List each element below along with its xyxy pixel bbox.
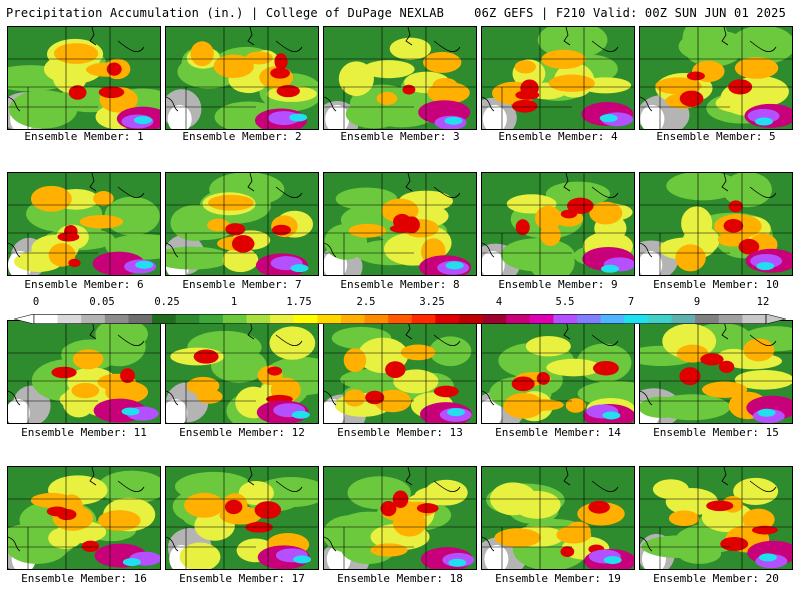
colorbar-tick-label: 0.05: [89, 296, 115, 308]
ensemble-member-label: Ensemble Member: 1: [24, 130, 144, 143]
colorbar-swatch: [57, 314, 82, 324]
ensemble-member-map: [165, 26, 319, 130]
colorbar-tick-label: 9: [693, 296, 701, 308]
colorbar-swatch: [435, 314, 460, 324]
colorbar-swatch: [246, 314, 271, 324]
colorbar-tick-label: 2.5: [356, 296, 376, 308]
ensemble-member-label: Ensemble Member: 5: [656, 130, 776, 143]
ensemble-member-map: [481, 320, 635, 424]
ensemble-member-map: [639, 466, 793, 570]
ensemble-member-map: [165, 172, 319, 276]
colorbar-tick-label: 3.25: [419, 296, 445, 308]
ensemble-member-label: Ensemble Member: 20: [653, 572, 779, 585]
ensemble-member-label: Ensemble Member: 2: [182, 130, 302, 143]
ensemble-member-map: [639, 26, 793, 130]
colorbar-swatch: [293, 314, 318, 324]
model-run-info: 06Z GEFS | F210 Valid: 00Z SUN JUN 01 20…: [474, 6, 786, 20]
ensemble-member-label: Ensemble Member: 16: [21, 572, 147, 585]
ensemble-member-map: [481, 172, 635, 276]
ensemble-member-label: Ensemble Member: 15: [653, 426, 779, 439]
colorbar-tick-label: 4: [495, 296, 503, 308]
colorbar-swatch: [671, 314, 696, 324]
ensemble-member-label: Ensemble Member: 13: [337, 426, 463, 439]
ensemble-member-label: Ensemble Member: 3: [340, 130, 460, 143]
colorbar-tick-label: 1.75: [286, 296, 312, 308]
colorbar-swatch: [175, 314, 200, 324]
ensemble-member-map: [7, 26, 161, 130]
colorbar-swatch: [718, 314, 743, 324]
ensemble-member-map: [323, 466, 477, 570]
colorbar-swatch: [742, 314, 767, 324]
colorbar-swatch: [695, 314, 720, 324]
ensemble-member-map: [481, 26, 635, 130]
colorbar-swatch: [104, 314, 129, 324]
colorbar-tick-label: 12: [756, 296, 770, 308]
colorbar-swatch: [411, 314, 436, 324]
ensemble-member-label: Ensemble Member: 9: [498, 278, 618, 291]
colorbar-tick-label: 5.5: [555, 296, 575, 308]
colorbar-swatch: [81, 314, 106, 324]
ensemble-member-map: [165, 320, 319, 424]
colorbar-swatch: [222, 314, 247, 324]
colorbar-swatch: [340, 314, 365, 324]
ensemble-member-label: Ensemble Member: 6: [24, 278, 144, 291]
colorbar-swatch: [506, 314, 531, 324]
ensemble-member-label: Ensemble Member: 11: [21, 426, 147, 439]
ensemble-member-label: Ensemble Member: 12: [179, 426, 305, 439]
ensemble-member-label: Ensemble Member: 10: [653, 278, 779, 291]
colorbar-swatch: [577, 314, 602, 324]
ensemble-member-label: Ensemble Member: 7: [182, 278, 302, 291]
ensemble-member-map: [165, 466, 319, 570]
precipitation-colorbar: [13, 309, 787, 325]
colorbar-swatch: [128, 314, 153, 324]
ensemble-member-map: [7, 466, 161, 570]
colorbar-swatch: [529, 314, 554, 324]
colorbar-swatch: [647, 314, 672, 324]
colorbar-swatch: [152, 314, 176, 324]
ensemble-member-label: Ensemble Member: 8: [340, 278, 460, 291]
colorbar-swatch: [482, 314, 507, 324]
ensemble-member-map: [323, 26, 477, 130]
ensemble-member-map: [323, 172, 477, 276]
ensemble-member-label: Ensemble Member: 18: [337, 572, 463, 585]
ensemble-member-label: Ensemble Member: 17: [179, 572, 305, 585]
ensemble-member-map: [639, 172, 793, 276]
colorbar-swatch: [199, 314, 224, 324]
ensemble-member-label: Ensemble Member: 14: [495, 426, 621, 439]
colorbar-tick-label: 1: [230, 296, 238, 308]
colorbar-swatch: [600, 314, 625, 324]
ensemble-member-map: [7, 320, 161, 424]
colorbar-swatch: [553, 314, 578, 324]
ensemble-member-map: [323, 320, 477, 424]
colorbar-swatch: [459, 314, 483, 324]
colorbar-tick-label: 7: [627, 296, 635, 308]
ensemble-member-map: [481, 466, 635, 570]
ensemble-member-label: Ensemble Member: 4: [498, 130, 618, 143]
colorbar-swatch: [388, 314, 413, 324]
colorbar-tick-label: 0.25: [154, 296, 180, 308]
colorbar-swatch: [317, 314, 342, 324]
ensemble-member-label: Ensemble Member: 19: [495, 572, 621, 585]
ensemble-member-map: [7, 172, 161, 276]
colorbar-swatch: [34, 314, 58, 324]
colorbar-swatch: [624, 314, 649, 324]
ensemble-member-map: [639, 320, 793, 424]
map-title: Precipitation Accumulation (in.) | Colle…: [6, 6, 445, 20]
colorbar-swatch: [364, 314, 389, 324]
colorbar-swatch: [270, 314, 295, 324]
colorbar-tick-label: 0: [32, 296, 40, 308]
